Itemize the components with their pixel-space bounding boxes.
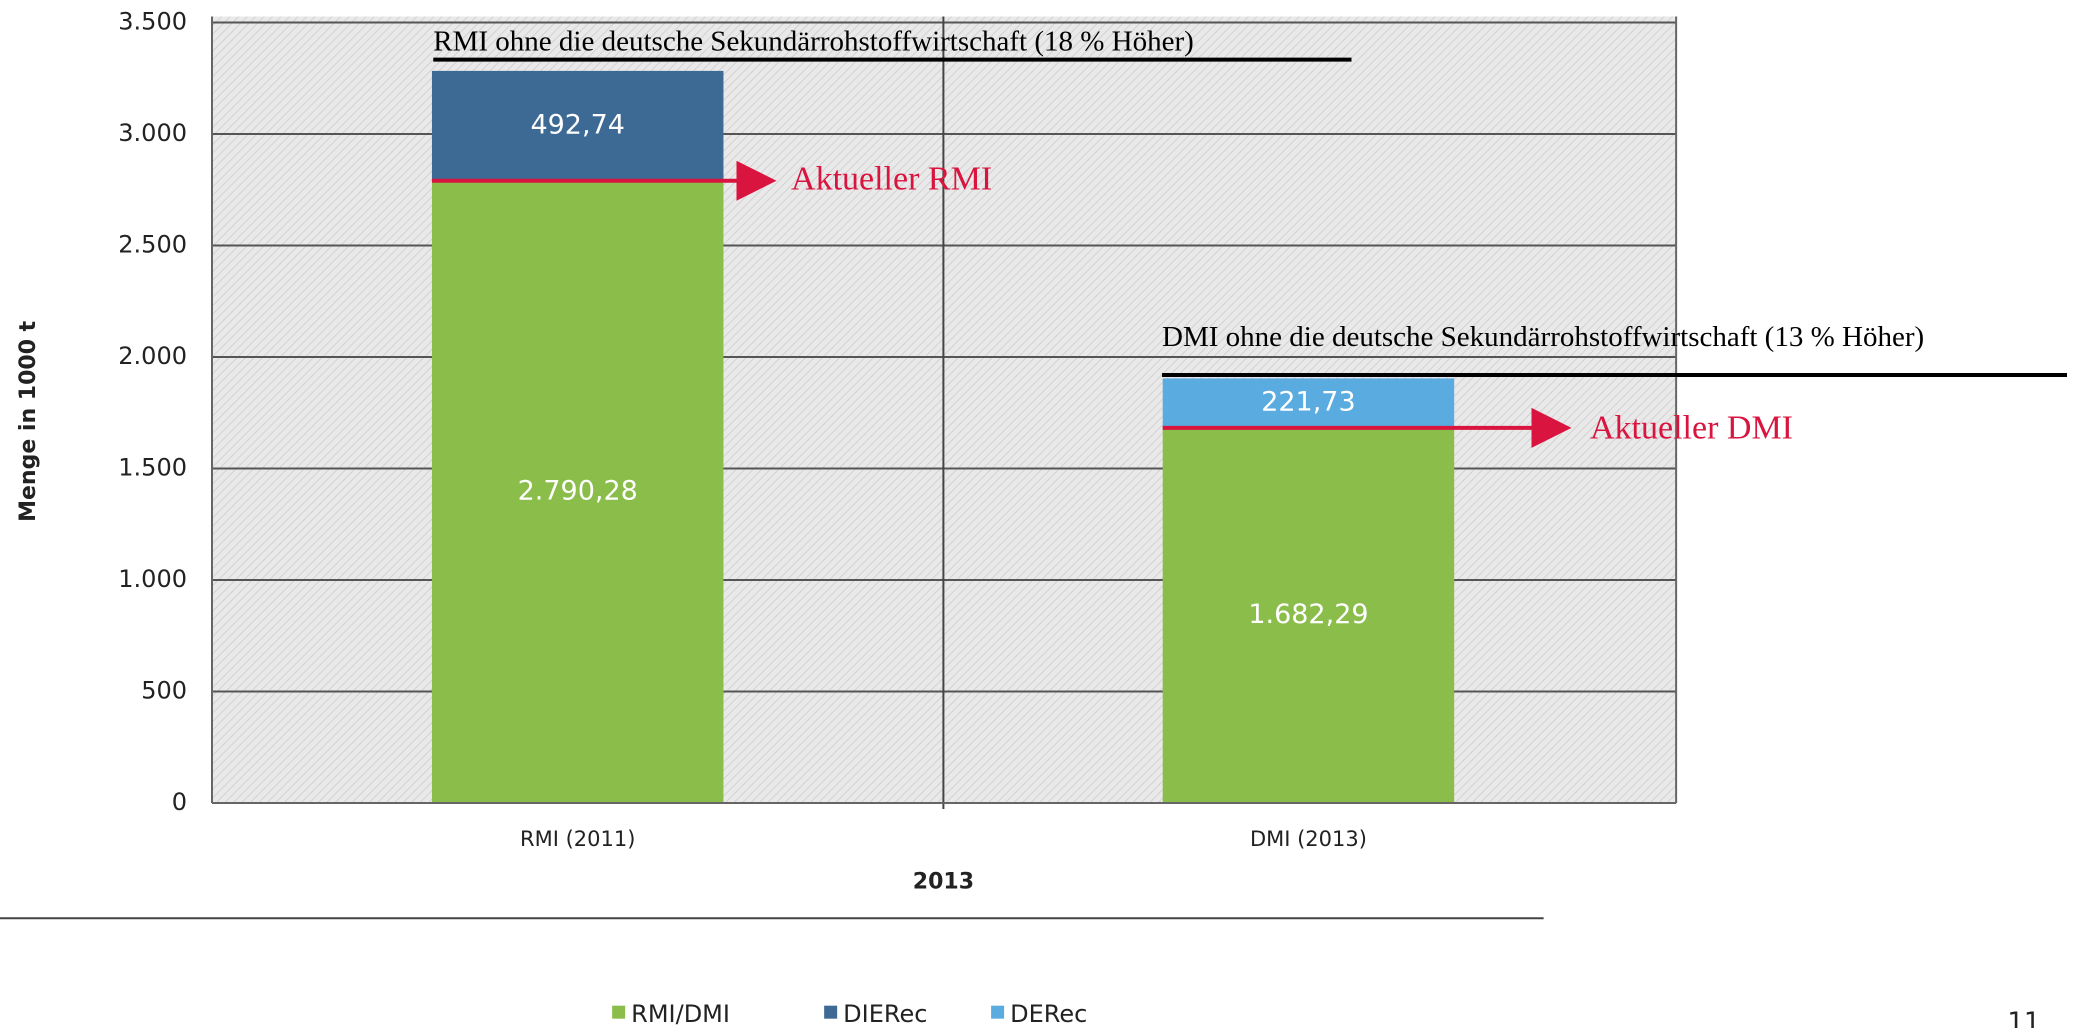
- annotation: Aktueller RMI: [791, 160, 992, 197]
- y-axis-label: Menge in 1000 t: [16, 320, 41, 522]
- y-tick-label: 0: [172, 788, 187, 816]
- legend-swatch: [824, 1005, 838, 1019]
- y-tick-label: 2.000: [118, 342, 187, 370]
- chart: 0 500 1.000 1.500 2.000 2.500 3.000 3.500 2.790,…: [0, 8, 2067, 1028]
- bar-segment: [1162, 427, 1455, 803]
- annotation: RMI ohne die deutsche Sekundärrohstoffwi…: [433, 25, 1194, 57]
- y-tick-label: 1.000: [118, 565, 187, 593]
- legend-label: RMI/DMI: [631, 1000, 730, 1028]
- annotation: DMI ohne die deutsche Sekundärrohstoffwi…: [1162, 321, 1924, 353]
- legend-label: DIERec: [843, 1000, 927, 1028]
- y-tick-label: 3.500: [118, 8, 187, 36]
- bar-segment: [1162, 378, 1455, 428]
- page-number: 11: [2007, 1007, 2040, 1028]
- legend-swatch: [612, 1005, 626, 1019]
- legend-label: DERec: [1010, 1000, 1087, 1028]
- y-tick-label: 1.500: [118, 453, 187, 481]
- y-tick-label: 500: [141, 676, 187, 704]
- bar-segment: [431, 70, 724, 181]
- y-tick-label: 3.000: [118, 119, 187, 147]
- x-tick-label: RMI (2011): [520, 827, 635, 851]
- annotation: Aktueller DMI: [1590, 409, 1793, 446]
- legend-swatch: [991, 1005, 1005, 1019]
- x-tick-label: DMI (2013): [1250, 827, 1367, 851]
- data-label: 1.682,29: [1248, 599, 1368, 630]
- data-label: 221,73: [1261, 387, 1355, 418]
- x-axis-label: 2013: [913, 869, 974, 894]
- data-label: 492,74: [530, 109, 624, 140]
- bar-segment: [431, 180, 724, 803]
- data-label: 2.790,28: [518, 475, 638, 506]
- y-tick-label: 2.500: [118, 231, 187, 259]
